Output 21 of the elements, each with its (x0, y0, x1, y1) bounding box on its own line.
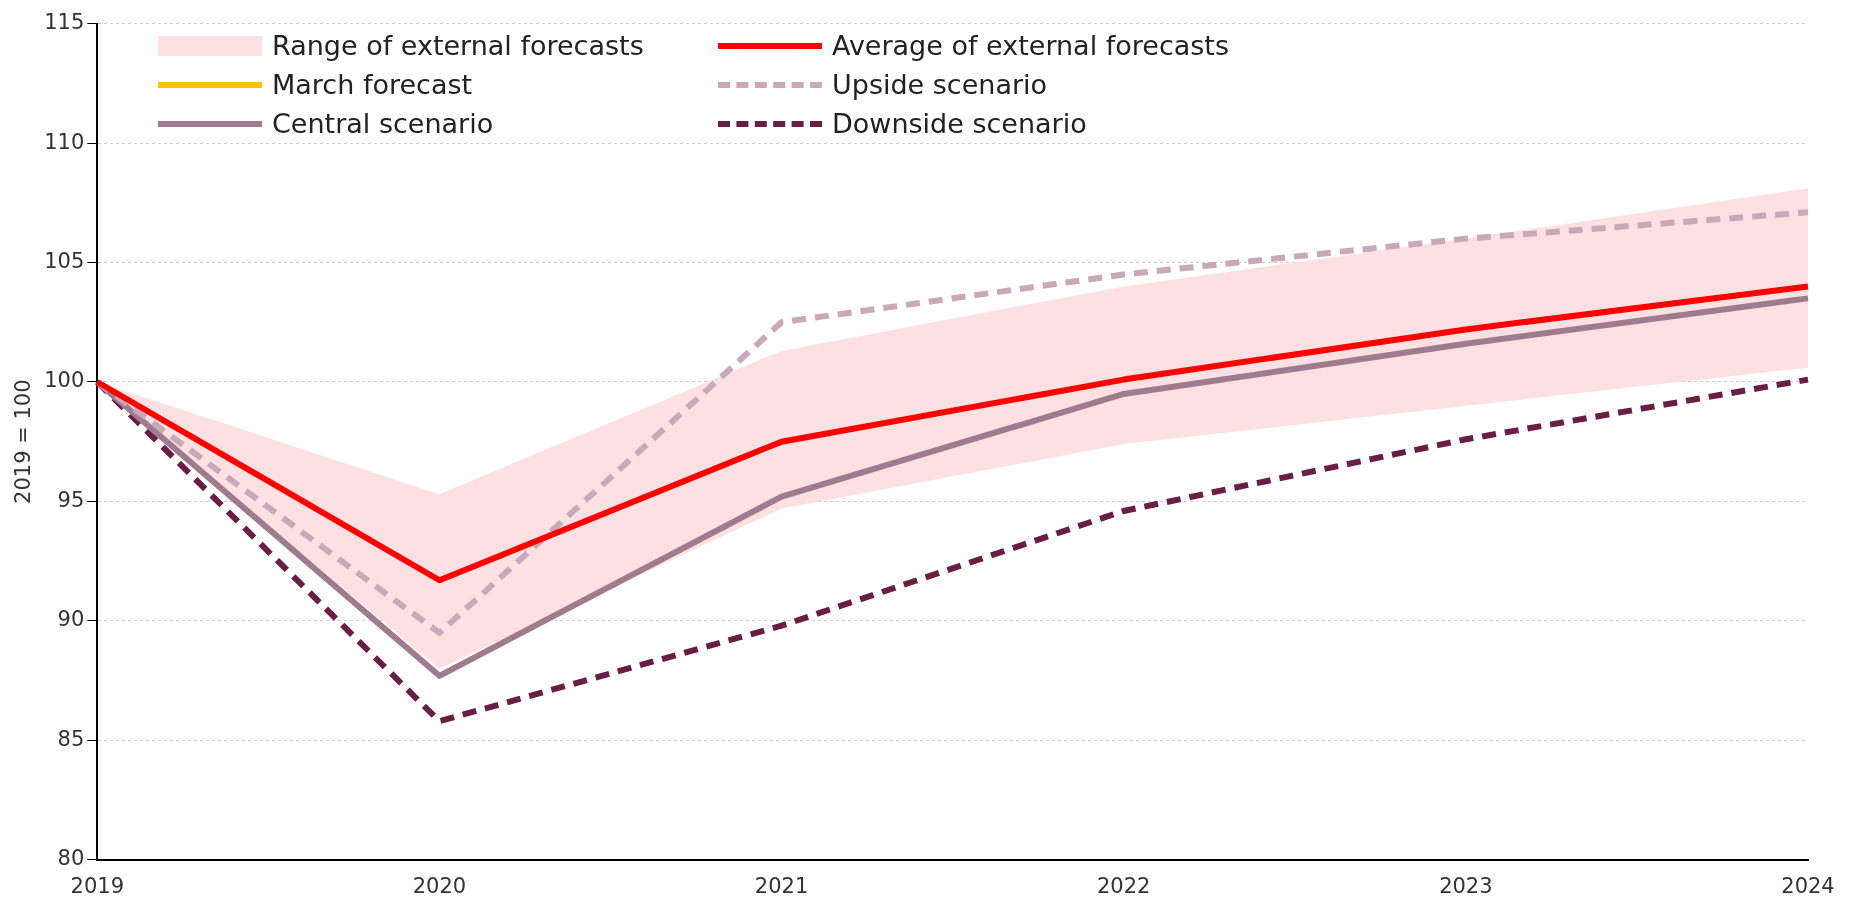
x-tick-label: 2024 (1781, 873, 1835, 898)
y-axis-title: 2019 = 100 (11, 379, 36, 504)
y-tick-label: 105 (44, 248, 85, 273)
y-tick-label: 80 (57, 846, 85, 871)
x-tick-label: 2020 (412, 873, 467, 898)
y-tick-label: 115 (44, 10, 85, 35)
legend-label: Average of external forecasts (832, 30, 1229, 61)
x-tick-label: 2021 (754, 873, 809, 898)
y-tick-label: 100 (44, 368, 85, 393)
legend-label: Upside scenario (832, 69, 1048, 100)
legend-label: March forecast (272, 69, 473, 100)
x-tick-label: 2022 (1096, 873, 1151, 898)
x-tick-label: 2019 (70, 873, 125, 898)
legend-label: Range of external forecasts (272, 30, 644, 61)
legend-label: Downside scenario (832, 108, 1087, 139)
y-tick-label: 95 (57, 487, 85, 512)
x-tick-label: 2023 (1439, 873, 1493, 898)
y-tick-label: 85 (57, 726, 85, 751)
y-tick-label: 110 (44, 129, 85, 154)
legend-label: Central scenario (272, 108, 494, 139)
y-tick-label: 90 (57, 607, 85, 632)
